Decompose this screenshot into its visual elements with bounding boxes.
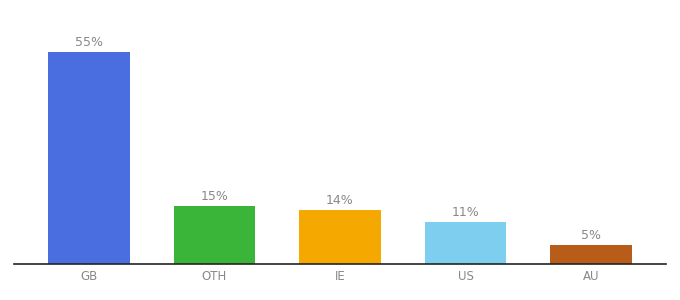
- Bar: [425, 222, 507, 264]
- Bar: [299, 210, 381, 264]
- Bar: [48, 52, 130, 264]
- Bar: [550, 245, 632, 264]
- Text: 14%: 14%: [326, 194, 354, 207]
- Text: 11%: 11%: [452, 206, 479, 219]
- Text: 15%: 15%: [201, 190, 228, 203]
- Text: 55%: 55%: [75, 36, 103, 49]
- Text: 5%: 5%: [581, 229, 601, 242]
- Bar: [173, 206, 255, 264]
